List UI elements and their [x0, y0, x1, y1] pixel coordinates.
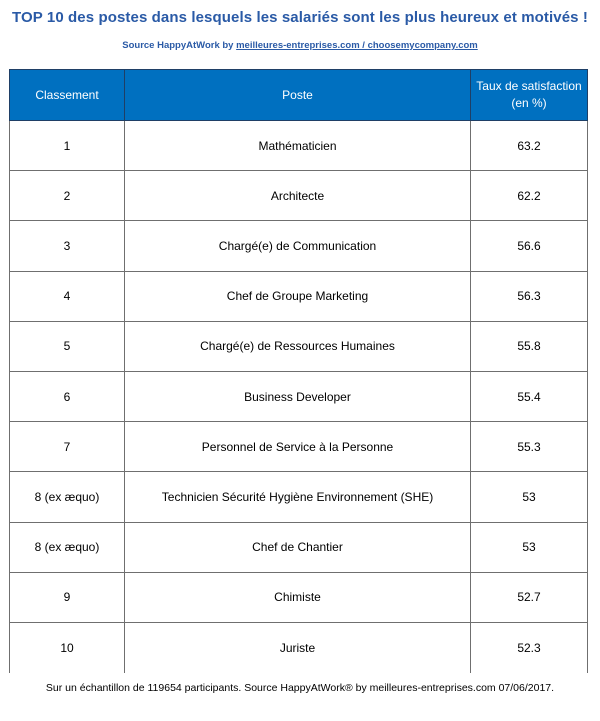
cell-poste: Chef de Chantier	[124, 521, 471, 573]
table-row: 8 (ex æquo) Chef de Chantier 53	[9, 521, 588, 573]
table-row: 2 Architecte 62.2	[9, 170, 588, 222]
cell-classement: 7	[9, 421, 125, 473]
cell-classement: 10	[9, 621, 125, 673]
cell-poste: Technicien Sécurité Hygiène Environnemen…	[124, 471, 471, 523]
cell-taux: 56.6	[470, 220, 588, 272]
cell-taux: 55.3	[470, 421, 588, 473]
cell-poste: Chargé(e) de Ressources Humaines	[124, 320, 471, 372]
cell-classement: 1	[9, 119, 125, 172]
cell-poste: Business Developer	[124, 370, 471, 423]
table-row: 9 Chimiste 52.7	[9, 571, 588, 623]
table-row: 7 Personnel de Service à la Personne 55.3	[9, 421, 588, 473]
table-row: 8 (ex æquo) Technicien Sécurité Hygiène E…	[9, 471, 588, 523]
cell-taux: 53	[470, 521, 588, 573]
table-row: 10 Juriste 52.3	[9, 621, 588, 673]
cell-classement: 4	[9, 270, 125, 322]
table-row: 1 Mathématicien 63.2	[9, 119, 588, 172]
cell-classement: 8 (ex æquo)	[9, 471, 125, 523]
cell-poste: Chimiste	[124, 571, 471, 623]
cell-classement: 3	[9, 220, 125, 272]
cell-taux: 53	[470, 471, 588, 523]
ranking-table: Classement Poste Taux de satisfaction (e…	[9, 69, 588, 673]
cell-classement: 9	[9, 571, 125, 623]
source-prefix: Source HappyAtWork by	[122, 40, 237, 51]
cell-taux: 52.7	[470, 571, 588, 623]
cell-taux: 56.3	[470, 270, 588, 322]
source-link[interactable]: meilleures-entreprises.com / choosemycom…	[236, 40, 478, 51]
cell-poste: Mathématicien	[124, 119, 471, 172]
column-header-taux-line1: Taux de satisfaction	[476, 79, 582, 93]
cell-classement: 5	[9, 320, 125, 372]
cell-taux: 62.2	[470, 170, 588, 222]
table-row: 5 Chargé(e) de Ressources Humaines 55.8	[9, 320, 588, 372]
table-row: 6 Business Developer 55.4	[9, 370, 588, 423]
table-row: 3 Chargé(e) de Communication 56.6	[9, 220, 588, 272]
cell-poste: Chef de Groupe Marketing	[124, 270, 471, 322]
cell-taux: 55.8	[470, 320, 588, 372]
cell-taux: 63.2	[470, 119, 588, 172]
column-header-poste: Poste	[124, 69, 471, 121]
table-header-row: Classement Poste Taux de satisfaction (e…	[9, 69, 588, 121]
cell-taux: 52.3	[470, 621, 588, 673]
cell-classement: 8 (ex æquo)	[9, 521, 125, 573]
cell-poste: Architecte	[124, 170, 471, 222]
source-line: Source HappyAtWork by meilleures-entrepr…	[0, 40, 600, 51]
cell-classement: 6	[9, 370, 125, 423]
cell-classement: 2	[9, 170, 125, 222]
cell-poste: Chargé(e) de Communication	[124, 220, 471, 272]
table-row: 4 Chef de Groupe Marketing 56.3	[9, 270, 588, 322]
column-header-taux-line2: (en %)	[511, 96, 547, 110]
cell-poste: Personnel de Service à la Personne	[124, 421, 471, 473]
footer-note: Sur un échantillon de 119654 participant…	[45, 682, 555, 694]
column-header-classement: Classement	[9, 69, 125, 121]
cell-poste: Juriste	[124, 621, 471, 673]
page-title: TOP 10 des postes dans lesquels les sala…	[12, 9, 588, 26]
cell-taux: 55.4	[470, 370, 588, 423]
column-header-taux: Taux de satisfaction (en %)	[470, 69, 588, 121]
